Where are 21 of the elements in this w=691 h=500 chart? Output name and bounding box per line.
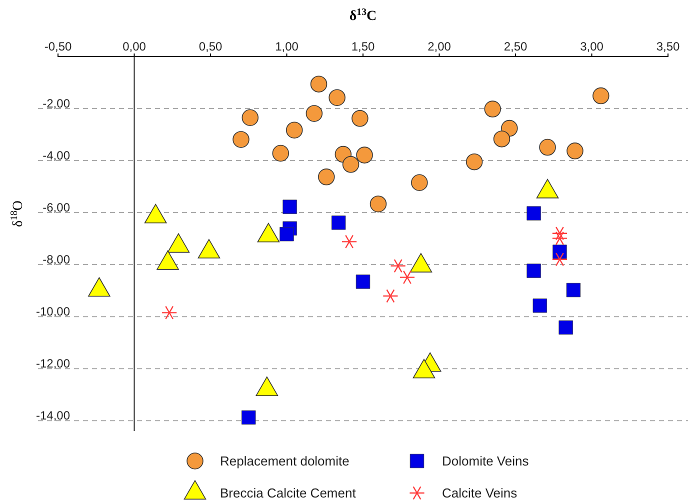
x-tick-label: -0,50 — [44, 40, 72, 54]
x-tick-label: 0,00 — [122, 40, 146, 54]
x-tick-label: 3,50 — [656, 40, 680, 54]
legend-label: Dolomite Veins — [442, 454, 530, 469]
y-tick-label: -6,00 — [42, 200, 70, 214]
y-tick-label: -14,00 — [36, 408, 70, 422]
y-tick-label: -4,00 — [42, 148, 70, 162]
x-tick-label: 0,50 — [198, 40, 222, 54]
x-axis-title: δ$^{13}$C — [349, 6, 377, 24]
y-tick-label: -12,00 — [36, 356, 70, 370]
y-tick-label: -2,00 — [42, 96, 70, 110]
x-tick-label: 1,50 — [351, 40, 375, 54]
x-tick-label: 3,00 — [580, 40, 604, 54]
legend-label: Calcite Veins — [442, 486, 518, 500]
y-tick-label: -8,00 — [42, 252, 70, 266]
legend-label: Breccia Calcite Cement — [220, 486, 356, 500]
x-tick-label: 2,50 — [504, 40, 528, 54]
legend-label: Replacement dolomite — [220, 454, 350, 469]
x-tick-label: 2,00 — [428, 40, 452, 54]
x-tick-label: 1,00 — [275, 40, 299, 54]
y-tick-label: -10,00 — [36, 304, 70, 318]
